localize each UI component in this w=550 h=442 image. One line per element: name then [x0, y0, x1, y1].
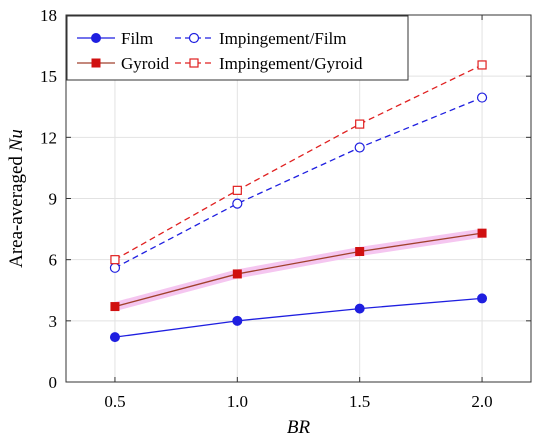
series-impingement-gyroid	[110, 60, 487, 265]
legend-marker	[91, 33, 101, 43]
data-point-film	[109, 332, 120, 343]
data-point-impingement-gyroid	[355, 119, 365, 129]
series-line-impingement-film	[114, 96, 483, 269]
legend-label: Impingement/Film	[219, 29, 347, 48]
y-tick-label: 6	[49, 251, 58, 270]
data-point-gyroid	[477, 228, 487, 238]
legend-label: Film	[121, 29, 153, 48]
legend-item-gyroid: Gyroid	[77, 54, 170, 73]
series-layer	[109, 60, 488, 343]
x-tick-label: 1.0	[227, 392, 248, 411]
data-point-impingement-film	[232, 198, 243, 209]
legend-marker	[91, 58, 101, 68]
data-point-film	[477, 293, 488, 304]
legend-label: Gyroid	[121, 54, 170, 73]
y-axis-title: Area-averaged Nu	[6, 129, 27, 268]
data-point-film	[232, 315, 243, 326]
legend-item-impingement-film: Impingement/Film	[175, 29, 347, 48]
y-tick-label: 3	[49, 312, 58, 331]
series-line-film	[114, 297, 483, 338]
data-point-impingement-film	[476, 92, 488, 103]
y-tick-label: 12	[40, 128, 57, 147]
series-impingement-film	[109, 92, 488, 273]
y-axis: 0 3 6 9 12 15 18	[40, 6, 531, 392]
legend-marker	[188, 32, 200, 44]
legend-item-impingement-gyroid: Impingement/Gyroid	[175, 54, 363, 73]
y-tick-label: 0	[49, 373, 58, 392]
legend-marker	[189, 58, 199, 68]
data-point-impingement-gyroid	[110, 255, 120, 265]
series-line-impingement-gyroid	[114, 64, 483, 261]
data-point-impingement-gyroid	[477, 60, 487, 70]
legend-label: Impingement/Gyroid	[219, 54, 363, 73]
x-tick-label: 0.5	[104, 392, 125, 411]
y-tick-label: 15	[40, 67, 57, 86]
data-point-impingement-gyroid	[232, 185, 242, 195]
legend-item-film: Film	[77, 29, 153, 48]
data-point-film	[354, 303, 365, 314]
legend-box	[66, 15, 409, 81]
data-point-gyroid	[232, 269, 242, 279]
legend: Film Gyroid Impingement/Film Impingement/Gy…	[66, 15, 409, 81]
series-gyroid	[110, 228, 487, 312]
x-tick-label: 1.5	[349, 392, 370, 411]
y-tick-label: 9	[49, 190, 58, 209]
data-point-gyroid	[355, 247, 365, 257]
data-point-gyroid	[110, 302, 120, 312]
y-tick-label: 18	[40, 6, 57, 25]
x-axis: 0.5 1.0 1.5 2.0	[104, 15, 493, 411]
series-film	[109, 293, 488, 343]
series-line-gyroid	[114, 232, 483, 308]
x-tick-label: 2.0	[471, 392, 492, 411]
data-point-impingement-film	[109, 262, 121, 273]
series-highlight	[110, 228, 487, 312]
data-point-impingement-film	[354, 142, 365, 153]
x-axis-title: BR	[287, 417, 311, 438]
